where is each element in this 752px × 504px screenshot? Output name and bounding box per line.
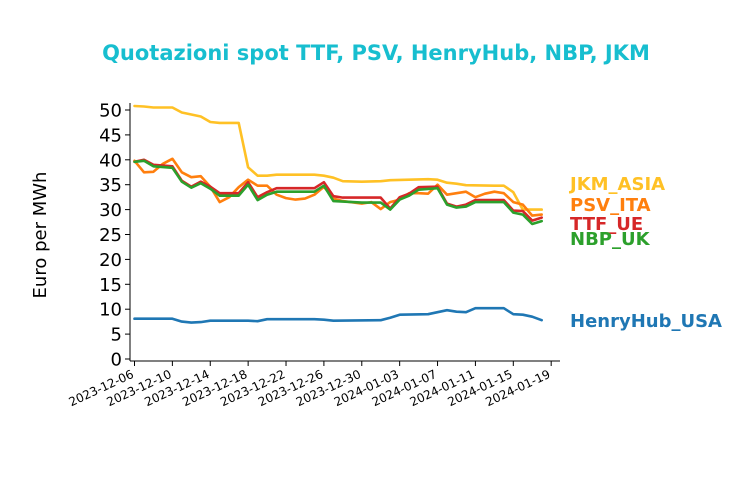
axes: 051015202530354045502023-12-062023-12-10… xyxy=(67,101,560,409)
y-tick-label: 10 xyxy=(99,300,122,321)
y-tick-label: 20 xyxy=(99,250,122,271)
series-label-nbp-uk: NBP_UK xyxy=(570,229,651,250)
series-lines xyxy=(133,104,544,324)
y-axis-label: Euro per MWh xyxy=(30,172,51,299)
series-label-henryhub-usa: HenryHub_USA xyxy=(570,311,722,332)
chart-title: Quotazioni spot TTF, PSV, HenryHub, NBP,… xyxy=(102,41,650,65)
y-tick-label: 35 xyxy=(99,175,122,196)
series-label-jkm-asia: JKM_ASIA xyxy=(568,174,665,195)
y-tick-label: 15 xyxy=(99,275,122,296)
y-tick-label: 40 xyxy=(99,150,122,171)
series-line-jkm-asia xyxy=(133,104,544,211)
series-line-henryhub-usa xyxy=(133,306,544,324)
series-label-psv-ita: PSV_ITA xyxy=(570,195,651,216)
y-tick-label: 45 xyxy=(99,125,122,146)
series-line-psv-ita xyxy=(133,157,544,217)
series-label-ttf-ue: TTF_UE xyxy=(570,214,643,235)
y-tick-label: 25 xyxy=(99,225,122,246)
y-tick-label: 50 xyxy=(99,101,122,122)
y-tick-label: 5 xyxy=(111,325,122,346)
series-line-ttf-ue xyxy=(133,158,544,222)
y-tick-label: 30 xyxy=(99,200,122,221)
series-line-nbp-uk xyxy=(133,159,544,226)
y-tick-label: 0 xyxy=(111,350,122,371)
